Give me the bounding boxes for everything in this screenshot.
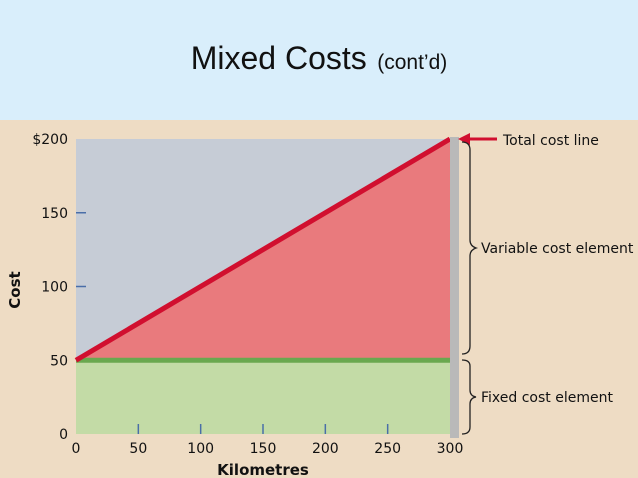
right-edge-bar bbox=[450, 137, 459, 438]
tick-layer: 0 50 100 150 200 250 300 0 50 100 150 $200 bbox=[32, 132, 463, 457]
y-tick-label: 150 bbox=[41, 206, 68, 222]
y-tick-label: 0 bbox=[59, 427, 68, 443]
fixed-cost-area bbox=[76, 360, 450, 434]
variable-cost-label: Variable cost element bbox=[481, 241, 634, 257]
x-tick-label: 250 bbox=[374, 441, 401, 457]
x-tick-label: 300 bbox=[437, 441, 464, 457]
x-tick-label: 150 bbox=[250, 441, 277, 457]
y-tick-label: 50 bbox=[50, 353, 68, 369]
total-cost-arrow-head bbox=[458, 133, 470, 145]
total-cost-label: Total cost line bbox=[502, 133, 599, 149]
annotations: Total cost line Variable cost element Fi… bbox=[458, 133, 634, 435]
x-tick-label: 0 bbox=[72, 441, 81, 457]
fixed-cost-brace bbox=[461, 359, 477, 435]
y-axis-label: Cost bbox=[6, 271, 24, 308]
x-tick-label: 50 bbox=[129, 441, 147, 457]
slide-title-main: Mixed Costs bbox=[190, 40, 367, 76]
y-tick-label: 100 bbox=[41, 280, 68, 296]
slide-title: Mixed Costs (cont’d) bbox=[0, 40, 638, 77]
y-tick-label: $200 bbox=[32, 132, 68, 148]
x-axis-label: Kilometres bbox=[217, 461, 309, 478]
x-tick-label: 200 bbox=[312, 441, 339, 457]
variable-cost-brace bbox=[461, 141, 479, 355]
total-cost-line bbox=[74, 136, 452, 363]
slide-title-sub: (cont’d) bbox=[377, 51, 448, 74]
title-band bbox=[0, 0, 638, 120]
x-tick-label: 100 bbox=[187, 441, 214, 457]
fixed-cost-label: Fixed cost element bbox=[481, 390, 613, 406]
